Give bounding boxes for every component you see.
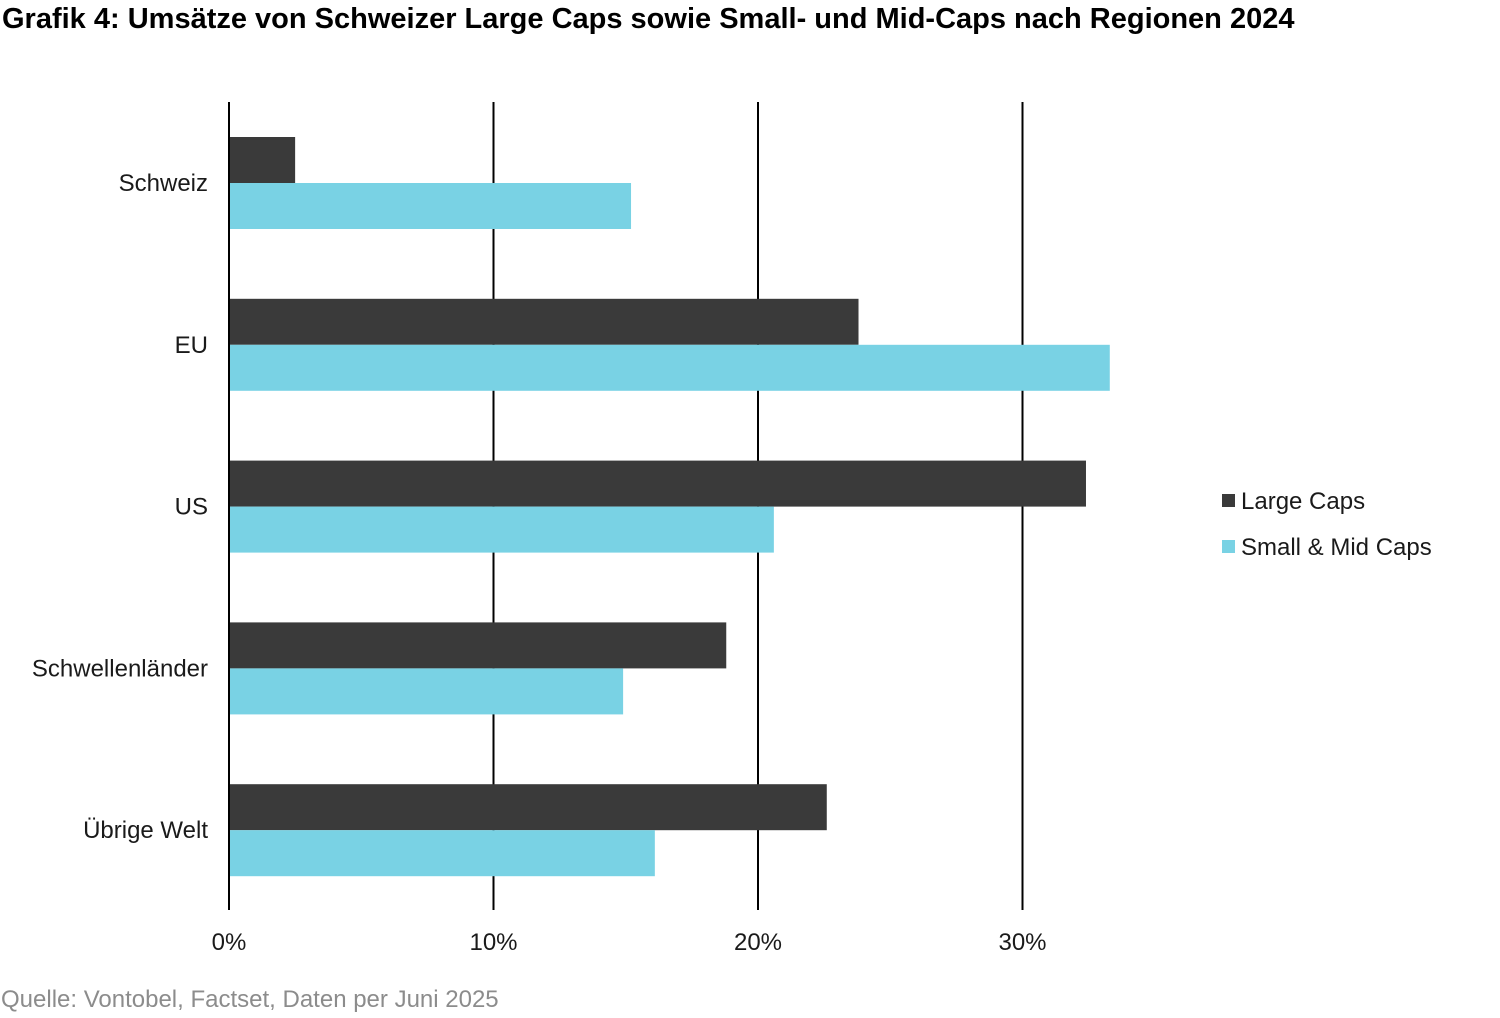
legend: Large Caps Small & Mid Caps	[1222, 488, 1432, 561]
chart-title: Grafik 4: Umsätze von Schweizer Large Ca…	[2, 3, 1295, 35]
category-label: Schwellenländer	[32, 655, 208, 682]
x-tick-label: 10%	[469, 929, 517, 956]
source-note: Quelle: Vontobel, Factset, Daten per Jun…	[1, 986, 499, 1013]
bar-large-caps	[229, 137, 296, 183]
bar-small-mid-caps	[229, 183, 632, 229]
category-label: US	[175, 494, 208, 521]
legend-label: Large Caps	[1241, 488, 1365, 515]
legend-label: Small & Mid Caps	[1241, 534, 1432, 561]
bar-small-mid-caps	[229, 668, 624, 715]
bar-small-mid-caps	[229, 830, 655, 877]
x-tick-label: 30%	[998, 929, 1046, 956]
category-label: Schweiz	[119, 170, 208, 197]
bar-small-mid-caps	[229, 344, 1110, 391]
x-tick-label: 20%	[734, 929, 782, 956]
legend-swatch	[1222, 494, 1235, 507]
category-labels: Schweiz EU US Schwellenländer Übrige Welt	[32, 170, 208, 844]
x-tick-label: 0%	[212, 929, 247, 956]
bar-large-caps	[229, 460, 1086, 507]
category-label: EU	[175, 332, 208, 359]
legend-swatch	[1222, 540, 1235, 553]
bars	[229, 137, 1110, 877]
bar-large-caps	[229, 784, 827, 831]
bar-large-caps	[229, 622, 727, 669]
x-tick-labels: 0% 10% 20% 30%	[212, 929, 1047, 956]
category-label: Übrige Welt	[83, 817, 208, 844]
bar-large-caps	[229, 298, 859, 345]
bar-small-mid-caps	[229, 506, 774, 553]
